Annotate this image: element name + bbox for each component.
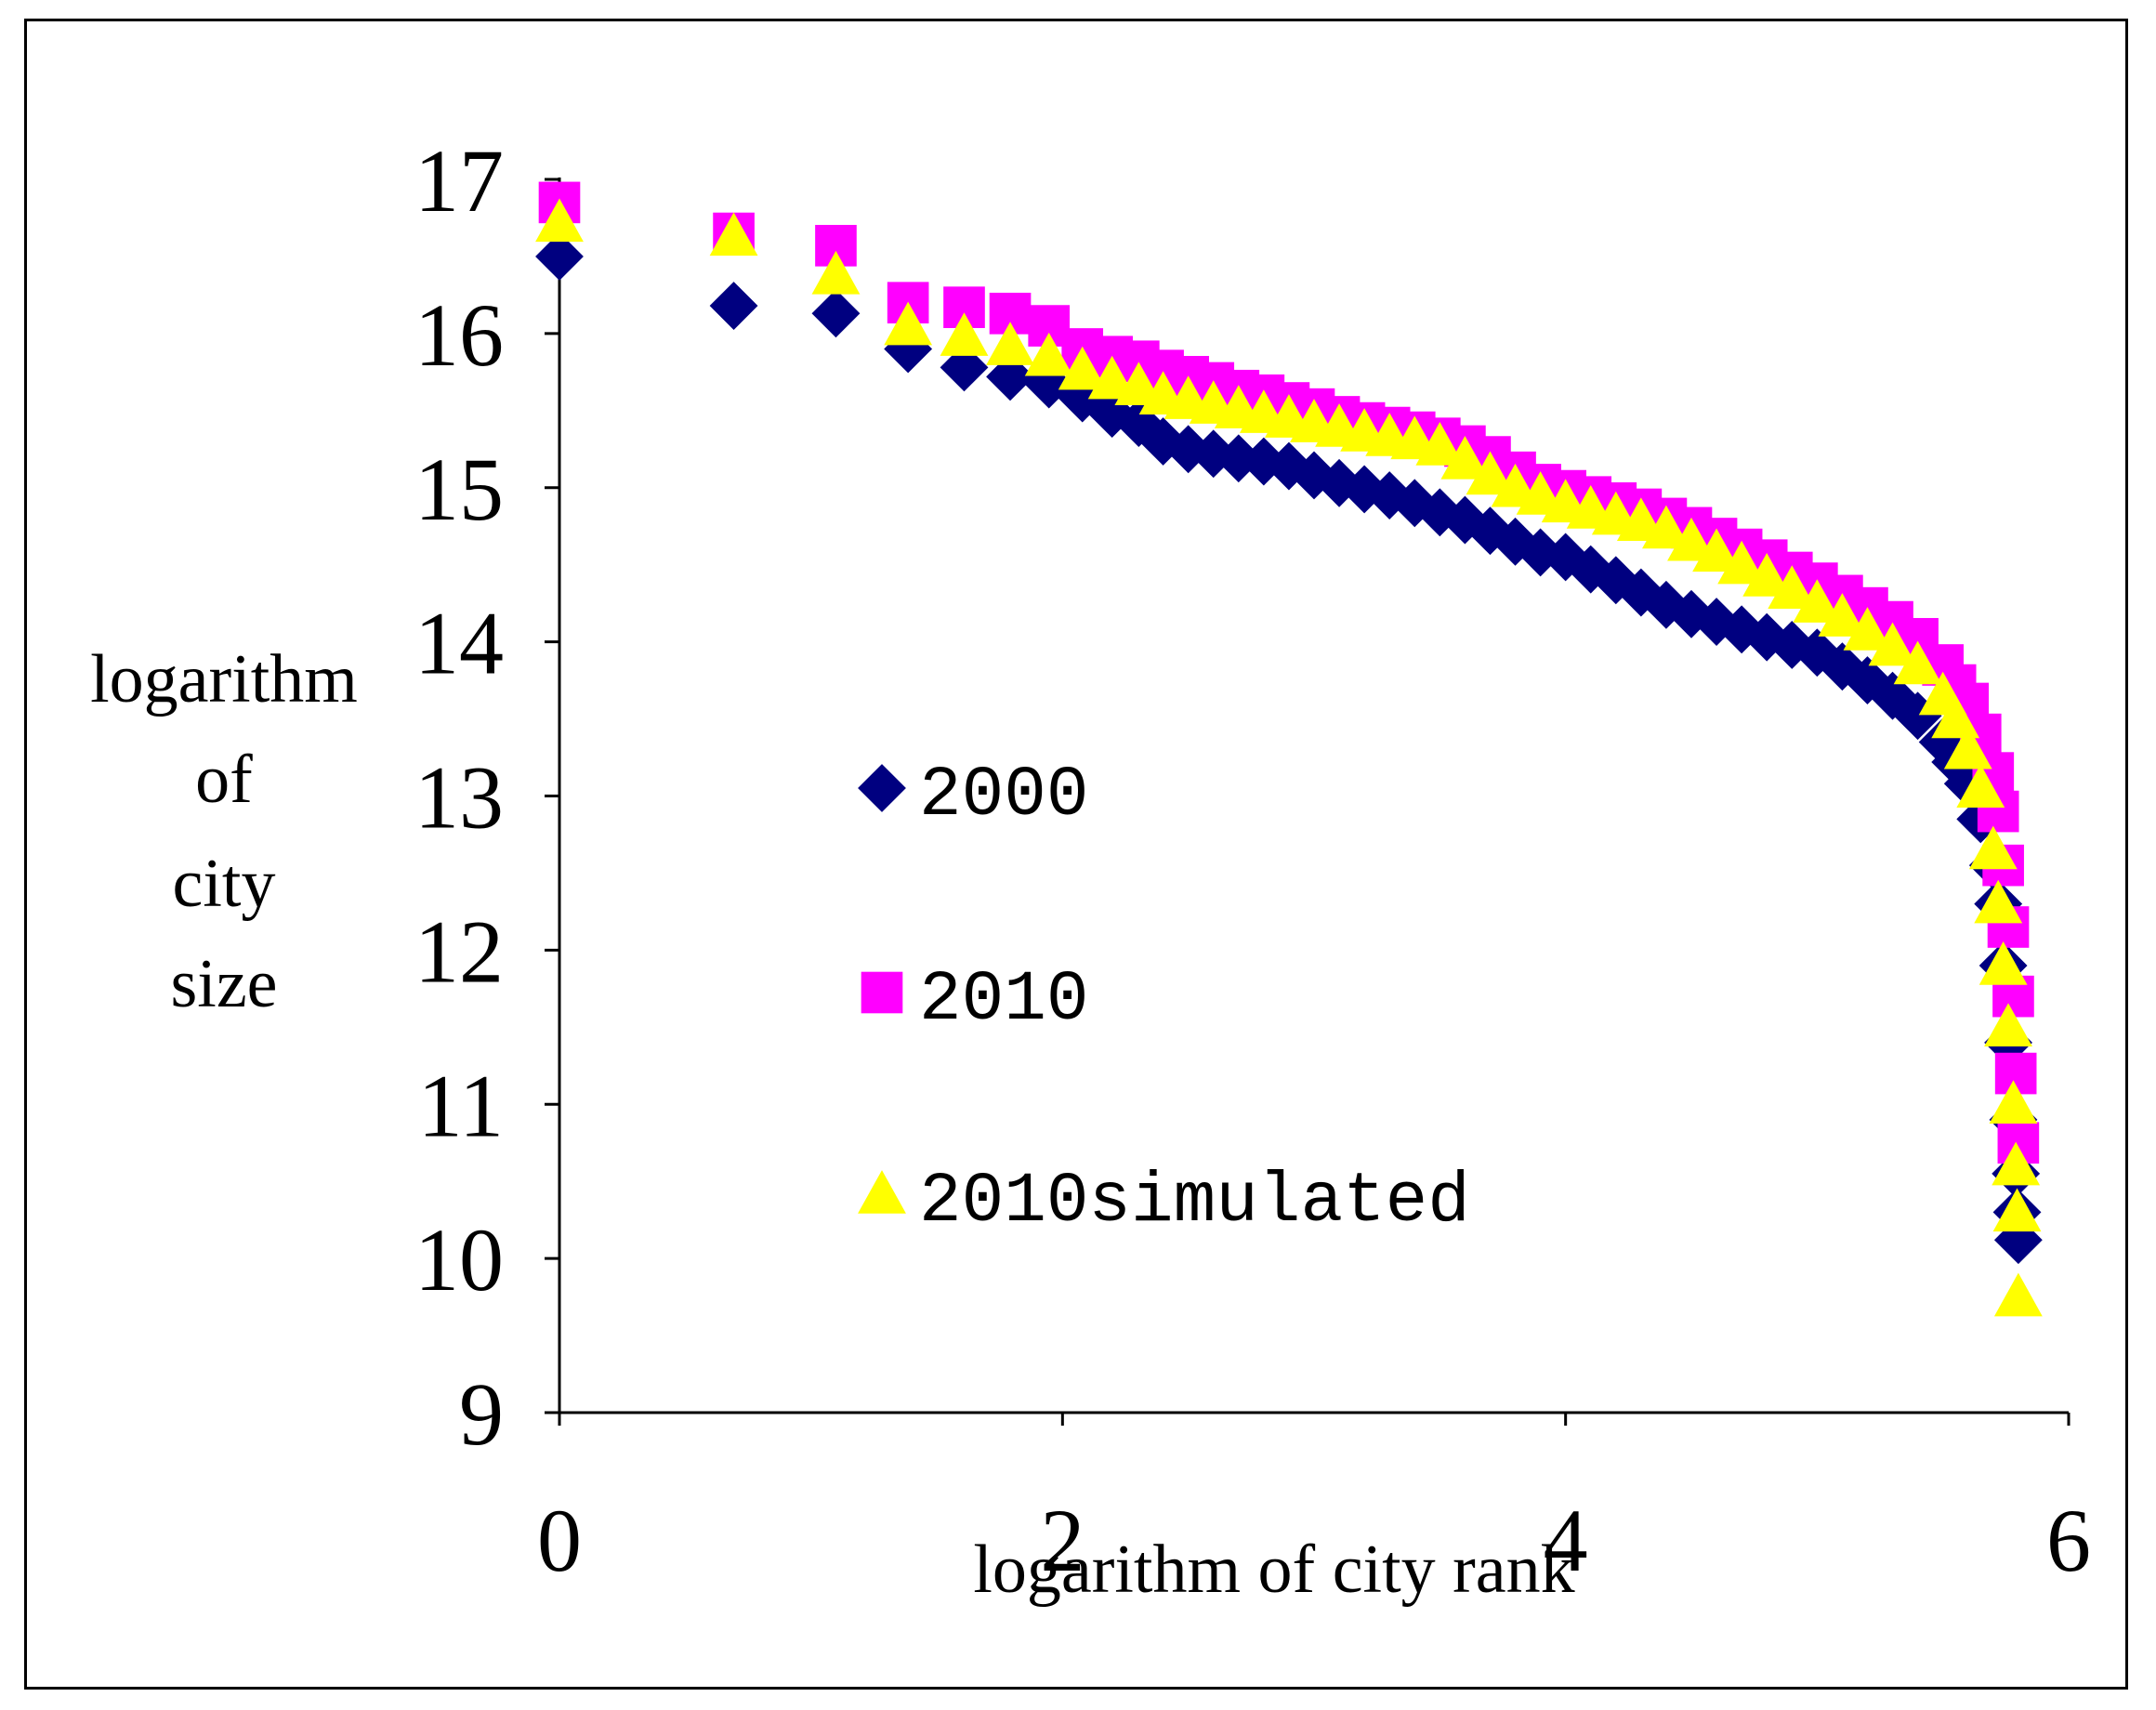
point-2000 [1491, 517, 1540, 566]
point-2010simulated [1843, 607, 1892, 651]
y-tick-label: 9 [459, 1364, 504, 1464]
point-2000 [1466, 506, 1515, 556]
point-2010simulated [1692, 528, 1741, 572]
point-2010simulated [1818, 593, 1867, 637]
point-2000 [1340, 465, 1389, 514]
series-2000 [535, 232, 2043, 1265]
legend: 2000 2010 2010simulated [858, 756, 1470, 1242]
point-2010simulated [940, 312, 989, 356]
point-2000 [1138, 417, 1188, 466]
point-2010simulated [1984, 1003, 2032, 1047]
data-marks [535, 181, 2043, 1317]
point-2000 [811, 289, 861, 338]
point-2010simulated [1415, 422, 1465, 466]
y-tick-label: 10 [414, 1210, 504, 1309]
x-tick-label: 0 [537, 1491, 582, 1590]
y-axis-title-line-2: of [195, 742, 253, 818]
point-2010simulated [1024, 332, 1073, 376]
y-tick-label: 17 [414, 131, 504, 230]
y-tick-label: 13 [414, 748, 504, 848]
point-2010simulated [1943, 725, 1992, 770]
point-2000 [1742, 612, 1792, 662]
point-2000 [1058, 374, 1107, 423]
legend-label-2010simulated: 2010simulated [919, 1162, 1470, 1242]
x-tick-label: 6 [2046, 1491, 2091, 1590]
point-2010simulated [1979, 941, 2028, 985]
point-2010simulated [1642, 505, 1690, 549]
point-2010simulated [709, 212, 758, 256]
point-2010simulated [1768, 565, 1817, 609]
point-2000 [1717, 605, 1767, 654]
point-2010simulated [535, 198, 584, 243]
point-2000 [1868, 671, 1917, 720]
point-2000 [1843, 656, 1892, 705]
y-tick-label: 12 [414, 901, 504, 1001]
point-2000 [1114, 399, 1163, 448]
point-2000 [1163, 425, 1213, 474]
point-2010simulated [1466, 451, 1515, 495]
point-2010simulated [986, 322, 1034, 365]
point-2000 [1239, 437, 1288, 486]
legend-marker-2000 [858, 764, 906, 812]
x-axis-title: logarithm of city rank [973, 1532, 1574, 1608]
legend-marker-2010 [861, 971, 903, 1014]
point-2010simulated [1868, 622, 1917, 666]
legend-label-2010: 2010 [919, 960, 1088, 1040]
x-tick-label: 2 [1040, 1491, 1085, 1590]
y-tick-label: 16 [414, 285, 504, 385]
point-2010simulated [811, 250, 861, 295]
axes [545, 178, 2071, 1426]
y-axis-title-line-3: city [173, 846, 276, 922]
legend-marker-2010simulated [858, 1170, 906, 1214]
point-2010simulated [1440, 435, 1490, 480]
point-2010simulated [1989, 1080, 2038, 1124]
point-2000 [1566, 545, 1615, 594]
point-2010simulated [1974, 879, 2023, 924]
y-tick-label: 11 [418, 1056, 504, 1155]
y-axis-title-line-1: logarithm [90, 641, 358, 717]
point-2010simulated [1717, 540, 1767, 585]
point-2010simulated [1992, 1141, 2041, 1186]
point-2010simulated [1793, 579, 1842, 623]
point-2010simulated [1992, 1188, 2042, 1232]
point-2000 [1516, 528, 1565, 577]
y-tick-label: 14 [414, 594, 504, 693]
point-2000 [1087, 389, 1137, 439]
axis-titles: logarithm of city rank logarithm of city… [90, 641, 1575, 1608]
point-2000 [535, 232, 584, 281]
scatter-chart: 9 10 11 12 13 14 15 16 17 0 2 4 6 2000 2010 2010simula… [90, 131, 2091, 1608]
point-2010simulated [1742, 553, 1792, 597]
point-2010simulated [1993, 1272, 2043, 1317]
y-axis-title-line-4: size [170, 946, 277, 1022]
tick-labels: 9 10 11 12 13 14 15 16 17 0 2 4 6 [414, 131, 2091, 1590]
point-2000 [1893, 691, 1942, 741]
point-2010simulated [1667, 517, 1716, 561]
y-tick-label: 15 [414, 440, 504, 539]
legend-label-2000: 2000 [919, 756, 1088, 835]
series-2010simulated [535, 198, 2043, 1317]
point-2000 [1365, 471, 1414, 520]
point-2010simulated [1968, 825, 2018, 870]
point-2010simulated [884, 301, 933, 346]
x-tick-label: 4 [1544, 1491, 1588, 1590]
chart-frame: 9 10 11 12 13 14 15 16 17 0 2 4 6 2000 2010 2010simula… [24, 19, 2128, 1690]
point-2000 [709, 282, 758, 330]
point-2000 [1541, 533, 1590, 582]
point-2000 [1189, 429, 1238, 479]
point-2010simulated [1956, 764, 2005, 808]
point-2010simulated [1058, 346, 1107, 390]
point-2010simulated [1893, 640, 1942, 685]
